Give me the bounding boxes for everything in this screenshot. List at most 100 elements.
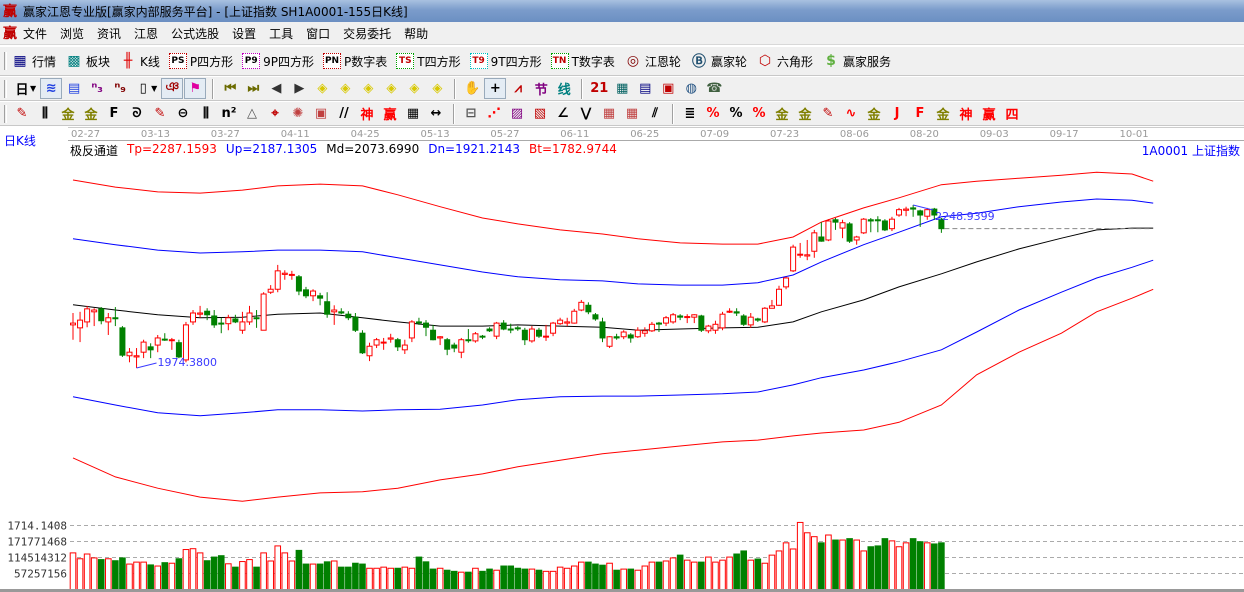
calendar-icon[interactable]: 21 (590, 81, 609, 96)
target-icon[interactable]: ⌖ (271, 106, 279, 121)
menu-logo-icon[interactable]: 赢 (3, 26, 17, 42)
gold-circle-icon[interactable]: 金 (775, 108, 789, 123)
percent-icon[interactable]: % (729, 106, 743, 121)
flag-icon[interactable]: ⚑ (184, 78, 207, 99)
four-fan-icon[interactable]: 四 (1005, 108, 1019, 123)
god-fan-icon[interactable]: 神 (959, 108, 973, 123)
parallel-lines-icon[interactable]: ⫼ (42, 106, 48, 121)
network-icon[interactable]: ◍ (685, 81, 697, 96)
chevron-down-icon[interactable]: ▼ (151, 84, 158, 93)
menu-help[interactable]: 帮助 (404, 26, 429, 41)
shrink-icon[interactable]: ◈ (386, 81, 397, 96)
square-fan-2-icon[interactable]: ▧ (533, 106, 547, 121)
toolbar-t-number-table-button[interactable]: TN T数字表 (550, 53, 615, 70)
n-squared-icon[interactable]: n² (221, 106, 237, 121)
square-fan-icon[interactable]: ▨ (510, 106, 524, 121)
toolbar-winner-service-button[interactable]: $ 赢家服务 (822, 53, 891, 70)
crosshair-icon[interactable]: + (484, 78, 507, 99)
box-icon[interactable]: ⊟ (465, 106, 477, 121)
quad-lines-icon[interactable]: ⫼ (203, 106, 209, 121)
circle-ruler-icon[interactable]: ⊖ (177, 106, 189, 121)
measure-icon[interactable]: ↔ (430, 106, 442, 121)
chevron-down-icon[interactable]: ▼ (30, 84, 37, 93)
candle-type-icon[interactable]: ▯ (139, 81, 147, 96)
f-fan-icon[interactable]: F (915, 106, 925, 121)
pen-ruler-icon[interactable]: ✎ (154, 106, 166, 121)
menu-news[interactable]: 资讯 (97, 26, 122, 41)
grid-2-icon[interactable]: ▦ (625, 106, 639, 121)
period-selector[interactable]: 日 (15, 83, 29, 98)
angle-icon[interactable]: ∠ (557, 106, 569, 121)
node-icon[interactable]: 节 (534, 83, 548, 98)
channel-icon[interactable]: ⫽ (652, 106, 658, 121)
save-icon[interactable]: ▣ (662, 81, 675, 96)
zoom-in-icon[interactable]: ◈ (409, 81, 420, 96)
line-draw-icon[interactable]: ⩘ (514, 81, 522, 96)
percent-line-icon[interactable]: % (706, 106, 720, 121)
menu-formula-screener[interactable]: 公式选股 (171, 26, 220, 41)
chart-area[interactable] (0, 126, 1244, 592)
web-icon[interactable]: ✺ (292, 106, 304, 121)
notes-icon[interactable]: ▤ (639, 81, 652, 96)
last-icon[interactable]: ⏭ (247, 81, 260, 96)
toolbar-grip[interactable] (4, 79, 7, 98)
step-9-icon[interactable]: ⁿ₉ (114, 81, 126, 96)
toolbar-9p-square-button[interactable]: P9 9P四方形 (242, 53, 314, 70)
phone-icon[interactable]: ☎ (706, 81, 723, 96)
menu-file[interactable]: 文件 (23, 26, 48, 41)
pen-icon[interactable]: ✎ (16, 106, 28, 121)
toolbar-9t-square-button[interactable]: T9 9T四方形 (469, 53, 542, 70)
winner-lines-icon[interactable]: 赢 (383, 108, 397, 123)
first-icon[interactable]: ⏮ (224, 81, 237, 96)
fan-icon[interactable]: ⋰ (487, 106, 501, 121)
clipboard-icon[interactable]: ▤ (68, 81, 81, 96)
spiral-icon[interactable]: ᘐ (132, 106, 142, 121)
toolbar-p-square-button[interactable]: PS P四方形 (168, 53, 233, 70)
calculator-icon[interactable]: ▦ (616, 81, 629, 96)
menu-tools[interactable]: 工具 (269, 26, 294, 41)
winner-fan-icon[interactable]: 赢 (982, 108, 996, 123)
gold-lines-2-icon[interactable]: 金 (84, 108, 98, 123)
gold-levels-icon[interactable]: 金 (798, 108, 812, 123)
menu-gann[interactable]: 江恩 (134, 26, 159, 41)
menu-window[interactable]: 窗口 (306, 26, 331, 41)
gold-lines-icon[interactable]: 金 (61, 108, 75, 123)
prev-icon[interactable]: ◀ (271, 81, 282, 96)
v-line-icon[interactable]: ⋁ (580, 106, 592, 121)
pen-levels-icon[interactable]: ✎ (822, 106, 834, 121)
toolbar-kline-button[interactable]: ╫ K线 (119, 53, 160, 70)
menu-trade[interactable]: 交易委托 (343, 26, 392, 41)
ruler-123-icon[interactable]: ▦ (406, 106, 420, 121)
menu-browse[interactable]: 浏览 (60, 26, 85, 41)
toolbar-hexagon-button[interactable]: ⬡ 六角形 (756, 53, 813, 70)
table-lines-icon[interactable]: ≣ (684, 106, 696, 121)
grid-web-icon[interactable]: ▣ (314, 106, 328, 121)
toolbar-winner-wheel-button[interactable]: Ⓑ 赢家轮 (690, 53, 747, 70)
toolbar-grip[interactable] (4, 104, 7, 123)
move-right-icon[interactable]: ◈ (340, 81, 351, 96)
toolbar-grip[interactable] (4, 52, 7, 70)
toolbar-sector-button[interactable]: ▩ 板块 (65, 53, 110, 70)
toolbar-gann-wheel-button[interactable]: ◎ 江恩轮 (624, 53, 681, 70)
gold-fan-icon[interactable]: 金 (936, 108, 950, 123)
percent-levels-icon[interactable]: % (752, 106, 766, 121)
gold-bar-icon[interactable]: 金 (867, 108, 881, 123)
fibonacci-icon[interactable]: F (109, 106, 119, 121)
pattern-icon[interactable]: ঞ (161, 78, 184, 99)
toolbar-t-square-button[interactable]: TS T四方形 (396, 53, 461, 70)
god-lines-icon[interactable]: 神 (360, 108, 374, 123)
grid-icon[interactable]: ▦ (602, 106, 616, 121)
expand-icon[interactable]: ◈ (363, 81, 374, 96)
move-left-icon[interactable]: ◈ (317, 81, 328, 96)
toolbar-quotes-button[interactable]: ▦ 行情 (11, 53, 56, 70)
step-3-icon[interactable]: ⁿ₃ (91, 81, 103, 96)
j-fan-icon[interactable]: J (894, 106, 900, 121)
slash-lines-icon[interactable]: // (339, 106, 349, 121)
zoom-out-icon[interactable]: ◈ (432, 81, 443, 96)
wave-icon[interactable]: ∿ (845, 106, 857, 121)
next-icon[interactable]: ▶ (294, 81, 305, 96)
toolbar-p-number-table-button[interactable]: PN P数字表 (323, 53, 387, 70)
data-icon[interactable]: ≋ (40, 78, 63, 99)
line-icon[interactable]: 线 (557, 83, 571, 98)
triangle-icon[interactable]: △ (247, 106, 257, 121)
